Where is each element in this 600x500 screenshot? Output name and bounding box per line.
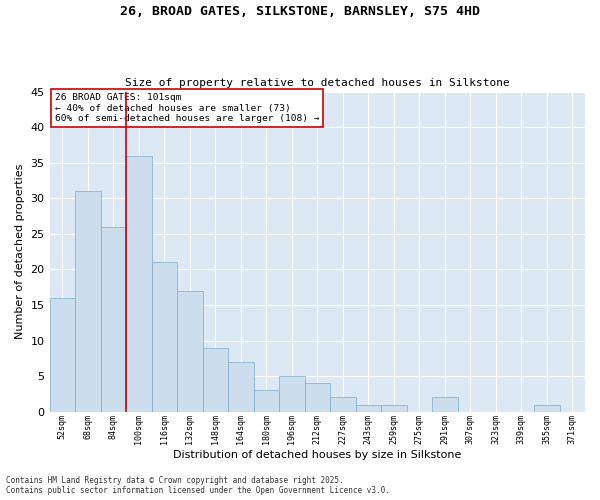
Bar bbox=[152, 262, 177, 412]
Text: 26, BROAD GATES, SILKSTONE, BARNSLEY, S75 4HD: 26, BROAD GATES, SILKSTONE, BARNSLEY, S7… bbox=[120, 5, 480, 18]
Bar bbox=[356, 404, 381, 411]
Bar bbox=[330, 398, 356, 411]
Bar bbox=[228, 362, 254, 412]
Bar bbox=[50, 298, 75, 412]
Bar bbox=[279, 376, 305, 412]
Bar bbox=[432, 398, 458, 411]
Bar bbox=[101, 226, 126, 412]
Bar bbox=[381, 404, 407, 411]
X-axis label: Distribution of detached houses by size in Silkstone: Distribution of detached houses by size … bbox=[173, 450, 461, 460]
Title: Size of property relative to detached houses in Silkstone: Size of property relative to detached ho… bbox=[125, 78, 509, 88]
Bar bbox=[126, 156, 152, 412]
Bar bbox=[534, 404, 560, 411]
Bar bbox=[305, 383, 330, 412]
Bar bbox=[203, 348, 228, 412]
Y-axis label: Number of detached properties: Number of detached properties bbox=[15, 164, 25, 340]
Bar bbox=[254, 390, 279, 411]
Bar bbox=[177, 290, 203, 412]
Text: Contains HM Land Registry data © Crown copyright and database right 2025.
Contai: Contains HM Land Registry data © Crown c… bbox=[6, 476, 390, 495]
Text: 26 BROAD GATES: 101sqm
← 40% of detached houses are smaller (73)
60% of semi-det: 26 BROAD GATES: 101sqm ← 40% of detached… bbox=[55, 93, 319, 123]
Bar bbox=[75, 191, 101, 412]
